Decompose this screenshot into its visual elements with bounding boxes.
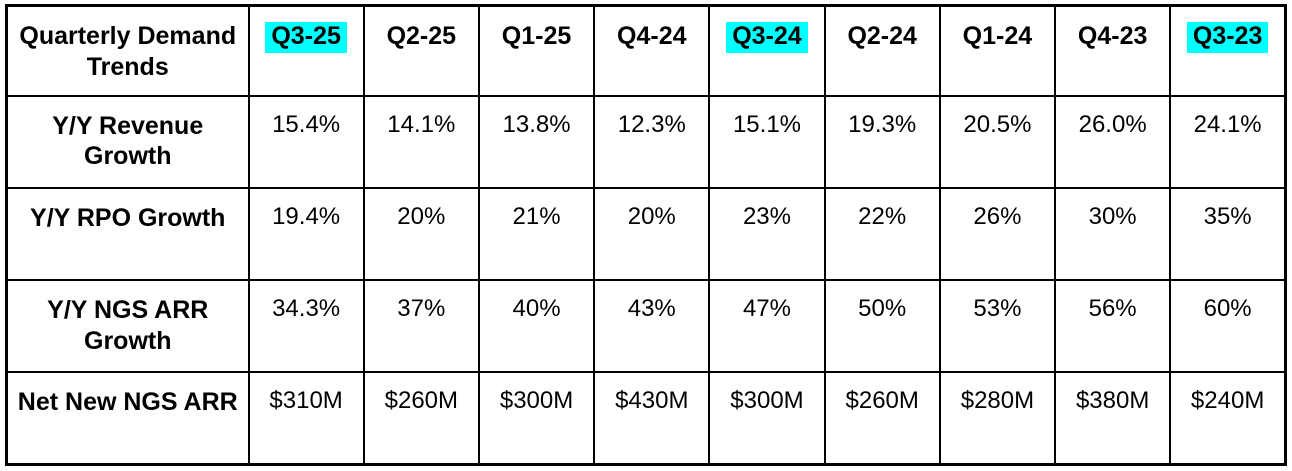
table-header: Quarterly Demand Trends Q3-25 Q2-25 Q1-25 Q… bbox=[5, 4, 1287, 97]
data-cell: 20% bbox=[593, 186, 711, 282]
row-label: Y/Y Revenue Growth bbox=[5, 94, 250, 189]
column-header-q2-25: Q2-25 bbox=[362, 4, 480, 97]
data-cell: 21% bbox=[477, 186, 596, 282]
table-row: Y/Y Revenue Growth 15.4% 14.1% 13.8% 12.3% 15… bbox=[5, 94, 1287, 189]
data-cell: $280M bbox=[938, 371, 1057, 466]
highlight-mark: Q3-25 bbox=[265, 22, 347, 53]
data-cell: 26.0% bbox=[1054, 94, 1172, 189]
data-cell: 30% bbox=[1054, 186, 1172, 282]
data-cell: 26% bbox=[938, 186, 1057, 282]
data-cell: $260M bbox=[823, 371, 941, 466]
highlight-mark: Q3-23 bbox=[1186, 22, 1269, 53]
column-header-q1-25: Q1-25 bbox=[477, 4, 596, 97]
quarterly-demand-table: Quarterly Demand Trends Q3-25 Q2-25 Q1-25 Q… bbox=[5, 4, 1287, 466]
column-header-q1-24: Q1-24 bbox=[938, 4, 1057, 97]
data-cell: $300M bbox=[477, 371, 596, 466]
data-cell: 34.3% bbox=[247, 278, 365, 374]
data-cell: 40% bbox=[477, 278, 596, 374]
row-label: Y/Y NGS ARR Growth bbox=[5, 278, 250, 374]
column-header-q3-24: Q3-24 bbox=[708, 4, 826, 97]
table-row: Net New NGS ARR $310M $260M $300M $430M $300M… bbox=[5, 371, 1287, 466]
highlight-mark: Q3-24 bbox=[726, 22, 808, 53]
header-row: Quarterly Demand Trends Q3-25 Q2-25 Q1-25 Q… bbox=[5, 4, 1287, 97]
data-cell: 35% bbox=[1169, 186, 1287, 282]
data-cell: $430M bbox=[593, 371, 711, 466]
quarterly-demand-table-container: Quarterly Demand Trends Q3-25 Q2-25 Q1-25 Q… bbox=[5, 4, 1287, 466]
table-body: Y/Y Revenue Growth 15.4% 14.1% 13.8% 12.3% 15… bbox=[5, 94, 1287, 466]
column-header-q4-24: Q4-24 bbox=[593, 4, 711, 97]
data-cell: 37% bbox=[362, 278, 480, 374]
data-cell: 56% bbox=[1054, 278, 1172, 374]
table-row: Y/Y NGS ARR Growth 34.3% 37% 40% 43% 47% 50% 53… bbox=[5, 278, 1287, 374]
data-cell: $240M bbox=[1169, 371, 1287, 466]
data-cell: 15.1% bbox=[708, 94, 826, 189]
data-cell: $260M bbox=[362, 371, 480, 466]
data-cell: 14.1% bbox=[362, 94, 480, 189]
data-cell: 20% bbox=[362, 186, 480, 282]
data-cell: 15.4% bbox=[247, 94, 365, 189]
data-cell: 23% bbox=[708, 186, 826, 282]
column-header-q4-23: Q4-23 bbox=[1054, 4, 1172, 97]
row-label: Net New NGS ARR bbox=[5, 371, 250, 466]
data-cell: 24.1% bbox=[1169, 94, 1287, 189]
column-header-q2-24: Q2-24 bbox=[823, 4, 941, 97]
data-cell: 47% bbox=[708, 278, 826, 374]
corner-header-quarterly-demand-trends: Quarterly Demand Trends bbox=[5, 4, 250, 97]
data-cell: $380M bbox=[1054, 371, 1172, 466]
data-cell: 60% bbox=[1169, 278, 1287, 374]
data-cell: 50% bbox=[823, 278, 941, 374]
row-label: Y/Y RPO Growth bbox=[5, 186, 250, 282]
data-cell: $310M bbox=[247, 371, 365, 466]
data-cell: 20.5% bbox=[938, 94, 1057, 189]
table-row: Y/Y RPO Growth 19.4% 20% 21% 20% 23% 22% 26% 30%… bbox=[5, 186, 1287, 282]
data-cell: $300M bbox=[708, 371, 826, 466]
data-cell: 22% bbox=[823, 186, 941, 282]
data-cell: 19.3% bbox=[823, 94, 941, 189]
column-header-q3-25: Q3-25 bbox=[247, 4, 365, 97]
column-header-q3-23: Q3-23 bbox=[1169, 4, 1287, 97]
data-cell: 19.4% bbox=[247, 186, 365, 282]
data-cell: 13.8% bbox=[477, 94, 596, 189]
data-cell: 12.3% bbox=[593, 94, 711, 189]
data-cell: 43% bbox=[593, 278, 711, 374]
data-cell: 53% bbox=[938, 278, 1057, 374]
